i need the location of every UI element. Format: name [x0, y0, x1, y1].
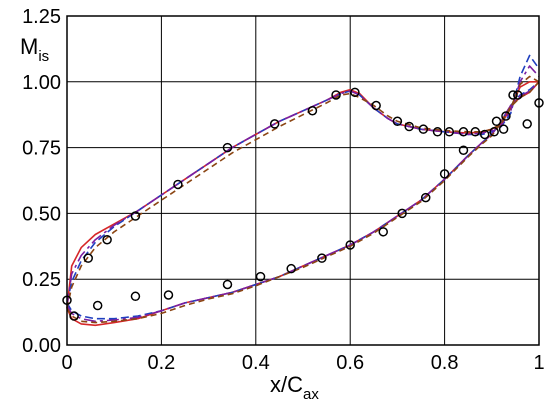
x-tick-label: 1 [533, 352, 544, 374]
experiment-point [479, 129, 490, 140]
experiment-point [378, 227, 388, 237]
series-1-pressure-line [66, 81, 540, 327]
experiment-point [83, 253, 93, 263]
y-tick-label: 0.75 [22, 138, 61, 160]
experiment-point [163, 290, 174, 300]
x-axis-label-main: x/C [270, 372, 303, 397]
experiment-point [222, 279, 233, 290]
experiment-point [418, 124, 429, 134]
series-4-suction-line [66, 75, 540, 309]
experiment-point [501, 111, 511, 121]
experiment-point [470, 127, 481, 137]
series-1-suction-line [66, 81, 539, 309]
y-tick-label: 0.25 [22, 269, 61, 291]
x-tick-label: 0.2 [147, 352, 175, 374]
experiment-point [345, 240, 355, 250]
experiment-point [397, 208, 407, 219]
experiment-point [286, 263, 296, 274]
experiment-point [508, 90, 518, 100]
experiment-point [491, 116, 502, 127]
experiment-point [130, 211, 141, 221]
y-tick-label: 1.00 [22, 72, 61, 94]
x-axis-label-sub: ax [303, 386, 319, 403]
experiment-point [92, 300, 103, 311]
experiment-point [331, 90, 341, 100]
experiment-point [522, 119, 532, 129]
experiment-point [404, 121, 414, 132]
experiment-point [498, 124, 509, 134]
experiment-point [371, 100, 381, 111]
series-3-suction-line [66, 65, 540, 306]
experiment-point [255, 271, 266, 282]
experiment-point [173, 179, 183, 190]
y-axis-label-main: M [20, 34, 38, 59]
x-tick-label: 0.4 [242, 352, 270, 374]
experiment-point [317, 253, 327, 263]
y-tick-label: 0.50 [22, 203, 61, 225]
experiment-point [444, 127, 455, 137]
y-tick-label: 0.00 [22, 335, 61, 357]
plot-frame [66, 15, 540, 346]
series-3-pressure-line [66, 81, 540, 323]
series-lines [66, 54, 540, 327]
experiment-point [269, 119, 280, 129]
experiment-point [130, 291, 141, 302]
experiment-markers [62, 87, 544, 321]
x-tick-label: 0.8 [431, 352, 459, 374]
experiment-point [350, 87, 360, 98]
experiment-point [307, 106, 318, 116]
x-tick-label: 0 [61, 352, 72, 374]
experiment-point [432, 127, 443, 137]
experiment-point [102, 234, 112, 245]
grid-lines [66, 15, 540, 346]
experiment-point [489, 127, 499, 137]
y-axis-label-sub: is [38, 48, 49, 65]
series-4-pressure-line [66, 81, 540, 324]
x-axis-label: x/Cax [270, 372, 319, 403]
experiment-point [458, 145, 469, 155]
experiment-point [420, 192, 431, 203]
experiment-point [458, 127, 469, 137]
experiment-point [439, 169, 450, 179]
x-tick-label: 0.6 [336, 352, 364, 374]
experiment-point [222, 142, 233, 153]
y-tick-label: 1.25 [22, 6, 61, 28]
series-2-pressure-line [66, 81, 540, 320]
experiment-point [69, 311, 79, 321]
experiment-point [392, 116, 403, 127]
y-axis-label: Mis [20, 34, 49, 65]
tick-labels: 0 0.2 0.4 0.6 0.8 1 0.00 0.25 0.50 0.75 1.00 1.25 [22, 6, 545, 374]
experiment-point [513, 90, 523, 100]
